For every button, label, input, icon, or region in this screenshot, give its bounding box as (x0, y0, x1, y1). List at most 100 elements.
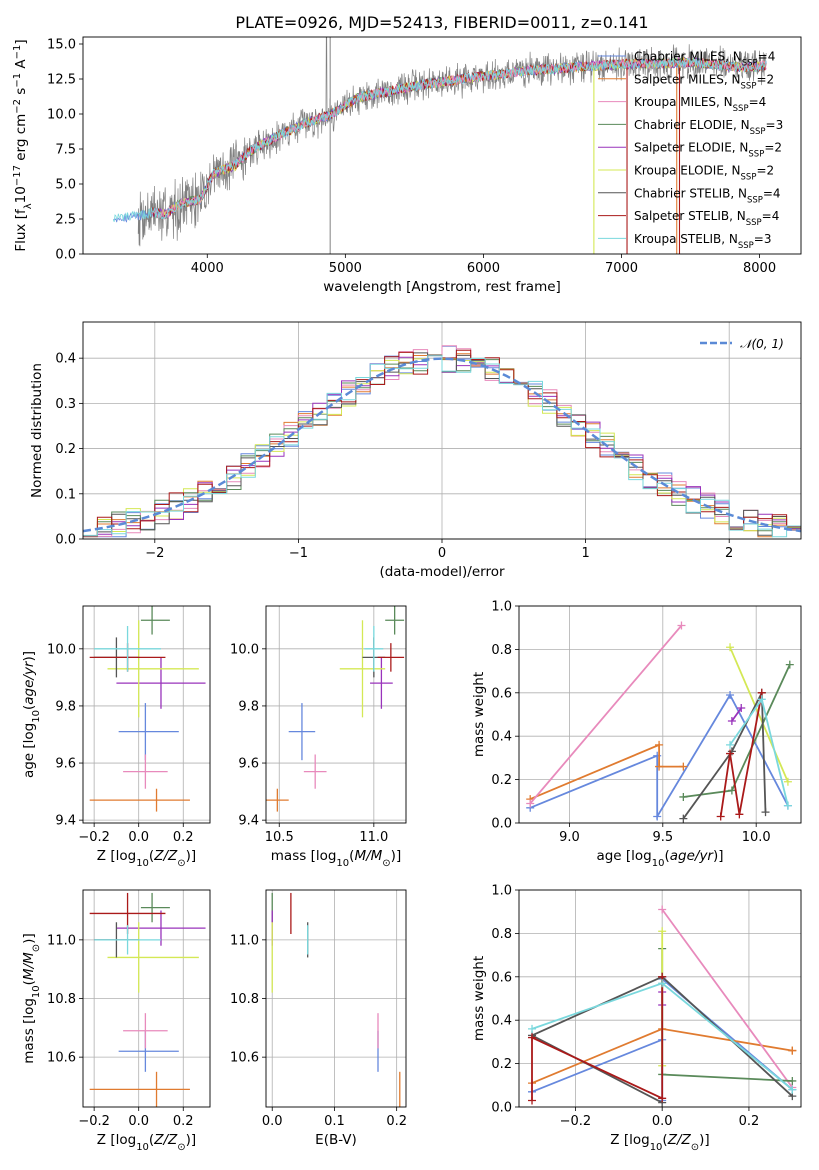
weight-marker (679, 792, 688, 801)
weight-vs-z-xlabel-part: 10 (650, 1142, 663, 1153)
spectrum-ylabel-part: −1 (12, 45, 23, 60)
age-vs-z-content (89, 606, 206, 812)
age-vs-z-ytick-label: 10.0 (47, 642, 76, 657)
age-vs-z-xlabel-part: ( (149, 848, 154, 864)
mass-vs-z-xlabel-part: )] (186, 1132, 197, 1148)
spectrum-ylabel: Flux [fλ10−17 erg cm−2 s−1 A−1] (12, 39, 34, 251)
residuals-xlabel: (data-model)/error (379, 564, 505, 580)
legend-label: Chabrier MILES, NSSP=4 (634, 50, 775, 69)
mass-vs-z-axes: −0.2 0.0 0.210.610.811.0Z [log10(Z/Z⊙)]mas… (21, 889, 211, 1153)
residuals-xtick-label: 1 (581, 546, 589, 561)
weight-vs-z-ytick-label: 0.6 (491, 970, 512, 985)
age-vs-mass-xlabel-part: M/M (354, 848, 382, 864)
legend-name: Kroupa MILES, N (634, 95, 733, 109)
mass-vs-z-ylabel: mass [log10(M/M⊙)] (21, 933, 42, 1063)
spectrum-ylabel-part: −2 (12, 99, 23, 114)
mass-vs-z-xlabel: Z [log10(Z/Z⊙)] (97, 1132, 196, 1153)
weight-marker (655, 762, 664, 771)
mass-vs-z-ytick-label: 10.8 (47, 992, 76, 1007)
weight-vs-age-ylabel: mass weight (471, 672, 487, 757)
age-vs-z-xlabel-part: ⊙ (177, 858, 185, 869)
legend-sub: SSP (733, 104, 749, 114)
weight-marker (716, 812, 725, 821)
weight-vs-z-frame (518, 889, 802, 1108)
legend-name: Chabrier ELODIE, N (634, 118, 750, 132)
weight-vs-age-ytick-label: 0.2 (491, 773, 512, 788)
age-vs-mass-xlabel-part: ⊙ (382, 858, 390, 869)
age-vs-z-ylabel-part: )] (21, 651, 37, 662)
age-vs-z-xlabel-part: 10 (136, 858, 149, 869)
spectrum-content (113, 37, 767, 254)
mass-vs-z-xlabel-part: Z [log (97, 1132, 136, 1148)
spectrum-ytick-label: 5.0 (55, 178, 76, 193)
age-vs-z-ylabel-part: 10 (31, 710, 42, 723)
age-vs-z-xtick-label: 0.2 (173, 830, 194, 845)
weight-vs-z-ylabel-part: mass weight (471, 956, 487, 1041)
legend-count: =4 (762, 209, 780, 223)
mass-vs-z-xtick-label: −0.2 (78, 1114, 110, 1129)
legend-label: Kroupa STELIB, NSSP=3 (634, 232, 772, 251)
legend-count: =4 (749, 95, 767, 109)
residuals-xtick-label: 2 (725, 546, 733, 561)
legend-label: Kroupa ELODIE, NSSP=2 (634, 164, 774, 183)
weight-vs-age-ylabel-part: mass weight (471, 672, 487, 757)
spectrum-xlabel: wavelength [Angstrom, rest frame] (323, 279, 561, 295)
weight-marker (726, 749, 735, 758)
residuals-xtick-label: −2 (145, 546, 164, 561)
spectrum-xtick-label: 6000 (467, 261, 500, 276)
weight-vs-z-ytick-label: 0.2 (491, 1057, 512, 1072)
weight-marker (726, 740, 735, 749)
mass-vs-z-xlabel-part: 10 (136, 1142, 149, 1153)
mass-vs-ebv-xtick-label: 0.1 (324, 1114, 345, 1129)
spectrum-ytick-label: 2.5 (55, 213, 76, 228)
age-vs-z-ylabel-part: age/yr (21, 660, 37, 705)
age-vs-mass-xlabel-part: )] (391, 848, 402, 864)
weight-vs-age-xtick-label: 9.0 (559, 830, 580, 845)
spectrum-xtick-label: 8000 (743, 261, 776, 276)
mass-vs-ebv-xtick-label: 0.2 (386, 1114, 407, 1129)
legend-label: Kroupa MILES, NSSP=4 (634, 95, 766, 114)
weight-line (529, 743, 684, 800)
spectrum-ytick-label: 15.0 (47, 38, 76, 53)
mass-vs-ebv-ytick-label: 11.0 (230, 933, 259, 948)
legend-sub: SSP (741, 173, 757, 183)
mass-vs-z-ylabel-part: M/M (21, 952, 37, 980)
spectrum-ylabel-part: erg cm (13, 114, 29, 165)
mass-vs-z-ylabel-part: 10 (31, 985, 42, 998)
age-vs-mass-xlabel-part: 10 (336, 858, 349, 869)
weight-vs-z-xlabel: Z [log10(Z/Z⊙)] (610, 1132, 709, 1153)
residuals-xtick-label: −1 (289, 546, 308, 561)
age-vs-mass-content (266, 606, 405, 812)
weight-vs-age-xlabel-part: ( (664, 848, 669, 864)
age-vs-z-ytick-label: 9.6 (55, 757, 76, 772)
weight-vs-age-xtick-label: 10.0 (742, 830, 771, 845)
mass-vs-ebv-frame (265, 889, 407, 1108)
legend-count: =3 (754, 232, 772, 246)
residuals-ytick-label: 0.1 (55, 487, 76, 502)
residuals-ytick-label: 0.3 (55, 397, 76, 412)
weight-vs-age-frame (518, 605, 802, 824)
age-vs-z-axes: −0.2 0.0 0.29.49.69.810.0Z [log10(Z/Z⊙)]ag… (21, 605, 211, 869)
weight-vs-z-xlabel-part: Z/Z (667, 1132, 692, 1148)
mass-vs-ebv-xtick-label: 0.0 (262, 1114, 283, 1129)
mass-vs-z-frame (82, 889, 211, 1108)
weight-vs-z-ytick-label: 0.8 (491, 927, 512, 942)
weight-marker (526, 799, 535, 808)
weight-marker (788, 1085, 797, 1094)
weight-line (719, 692, 763, 817)
weight-vs-z-xtick-label: 0.0 (652, 1114, 673, 1129)
legend-label: Chabrier STELIB, NSSP=4 (634, 186, 781, 205)
age-vs-z-xlabel: Z [log10(Z/Z⊙)] (97, 848, 196, 869)
residuals-axes: −2 −1 0 1 2 0.0 0.1 0.2 0.3 0.4 (data-model)/error… (29, 321, 802, 580)
residuals-ytick-label: 0.2 (55, 442, 76, 457)
weight-marker (679, 814, 688, 823)
weight-line (729, 646, 789, 783)
age-vs-mass-xlabel-part: mass [log (271, 848, 337, 864)
weight-vs-z-xlabel-part: )] (699, 1132, 710, 1148)
spectrum-xlabel-part: wavelength [Angstrom, rest frame] (323, 279, 561, 295)
age-vs-z-ylabel-part: ( (21, 705, 37, 710)
mass-vs-z-xtick-label: 0.0 (128, 1114, 149, 1129)
age-vs-mass-frame (265, 605, 407, 824)
